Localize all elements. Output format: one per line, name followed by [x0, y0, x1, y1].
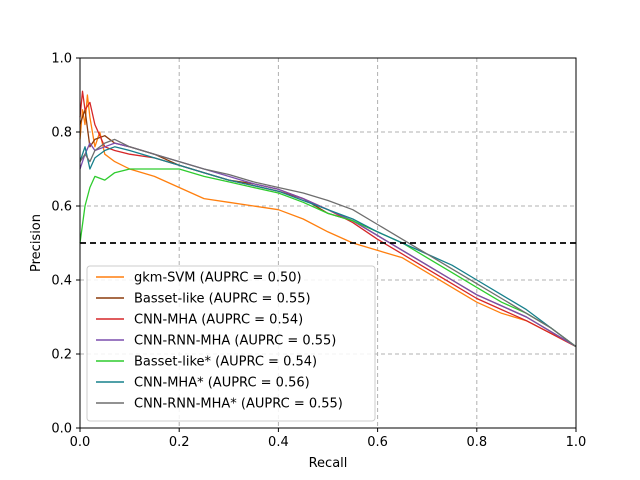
y-axis-label: Precision [29, 214, 44, 272]
series-line [79, 168, 577, 348]
legend-label: CNN-RNN-MHA* (AUPRC = 0.55) [134, 397, 343, 412]
x-tick-label: 0.8 [466, 435, 487, 450]
plot-lines [79, 90, 577, 348]
x-tick-label: 0.6 [367, 435, 388, 450]
series-line [79, 138, 577, 348]
y-axis-ticks: 0.0 0.2 0.4 0.6 0.8 1.0 [51, 52, 80, 437]
x-tick-label: 1.0 [566, 435, 587, 450]
legend-label: Basset-like (AUPRC = 0.55) [134, 292, 311, 307]
x-tick-label: 0.0 [70, 435, 91, 450]
y-tick-label: 0.0 [51, 422, 72, 437]
y-tick-label: 0.8 [51, 126, 72, 141]
legend: gkm-SVM (AUPRC = 0.50) Basset-like (AUPRC… [86, 265, 376, 422]
series-line [79, 146, 577, 348]
legend-label: CNN-MHA* (AUPRC = 0.56) [134, 376, 310, 391]
x-axis-label: Recall [309, 456, 348, 471]
y-tick-label: 0.4 [51, 274, 72, 289]
legend-label: CNN-RNN-MHA (AUPRC = 0.55) [134, 334, 336, 349]
y-tick-label: 1.0 [51, 52, 72, 67]
legend-label: Basset-like* (AUPRC = 0.54) [134, 355, 317, 370]
plot-frame [79, 57, 577, 429]
legend-label: CNN-MHA (AUPRC = 0.54) [134, 313, 303, 328]
x-tick-label: 0.4 [268, 435, 289, 450]
x-axis-ticks: 0.0 0.2 0.4 0.6 0.8 1.0 [70, 428, 587, 450]
series-line [79, 142, 577, 348]
y-tick-label: 0.2 [51, 348, 72, 363]
legend-label: gkm-SVM (AUPRC = 0.50) [134, 271, 302, 286]
series-line [79, 94, 577, 348]
x-tick-label: 0.2 [169, 435, 190, 450]
legend-box [86, 265, 376, 422]
y-tick-label: 0.6 [51, 200, 72, 215]
